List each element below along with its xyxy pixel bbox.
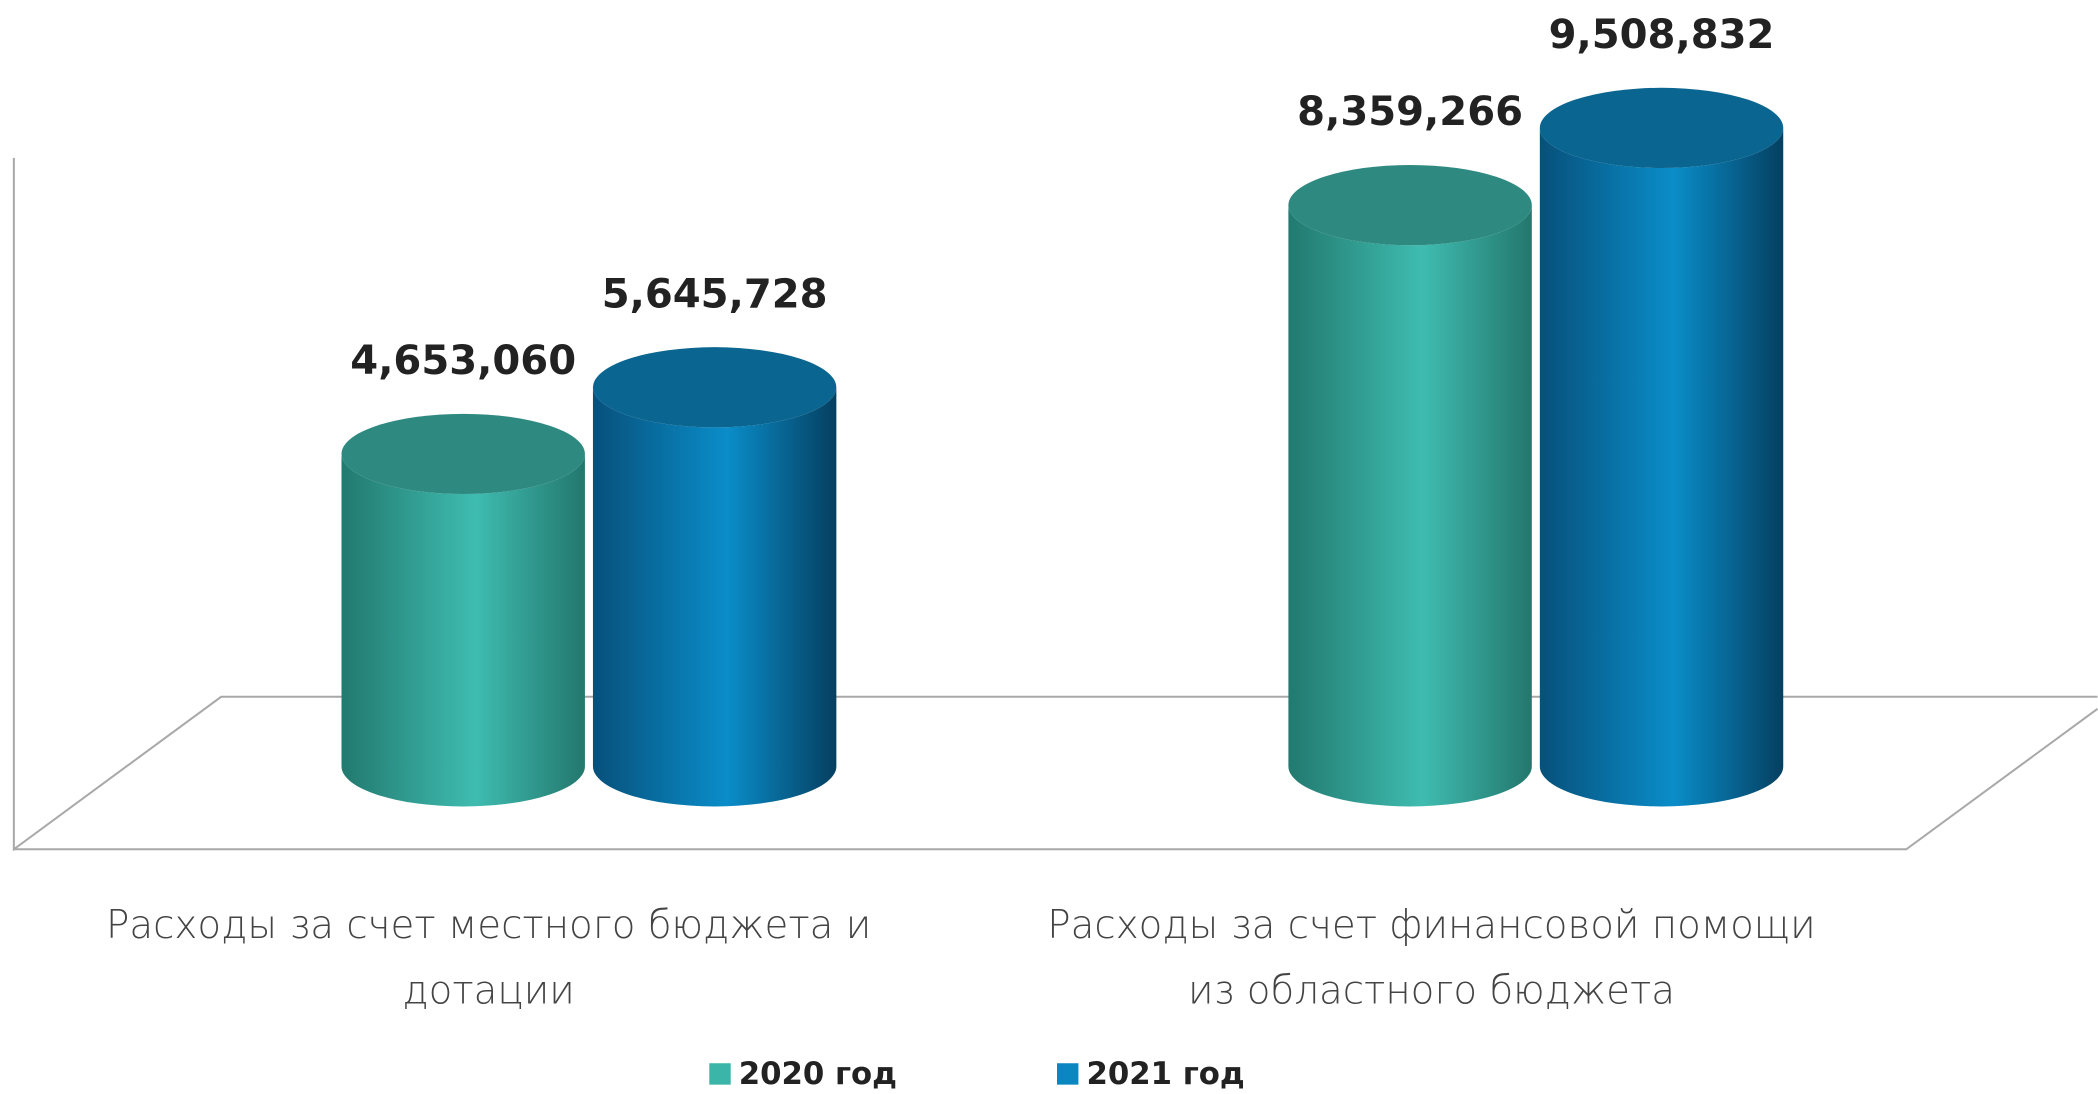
cylinder-top (592, 347, 837, 428)
value-label: 5,645,728 (602, 271, 828, 317)
category-line: из областного бюджета (1188, 968, 1675, 1013)
cylinder (341, 453, 585, 807)
legend-label: 2021 год (1086, 1056, 1244, 1092)
legend-swatch (1057, 1063, 1079, 1085)
category-label: Расходы за счет финансовой помощи из обла… (1047, 902, 1815, 1013)
value-label: 9,508,832 (1549, 12, 1775, 58)
cylinder (1539, 127, 1784, 807)
legend-swatch (709, 1063, 731, 1085)
cylinder (1288, 205, 1532, 807)
value-label: 4,653,060 (350, 338, 576, 384)
category-label: Расходы за счет местного бюджета и дотаци… (106, 902, 871, 1013)
cylinder-top (1539, 87, 1784, 169)
back-wall (12, 157, 2098, 852)
category-line: дотации (402, 968, 574, 1013)
floor-edge (13, 708, 2098, 851)
legend-label: 2020 год (739, 1056, 897, 1092)
cylinder-top (341, 413, 585, 495)
category-line: Расходы за счет местного бюджета и (106, 902, 871, 947)
cylinder (592, 387, 837, 807)
floor (12, 157, 2098, 852)
cylinder-top (1288, 164, 1532, 246)
category-line: Расходы за счет финансовой помощи (1047, 902, 1815, 947)
value-label: 8,359,266 (1297, 89, 1523, 135)
